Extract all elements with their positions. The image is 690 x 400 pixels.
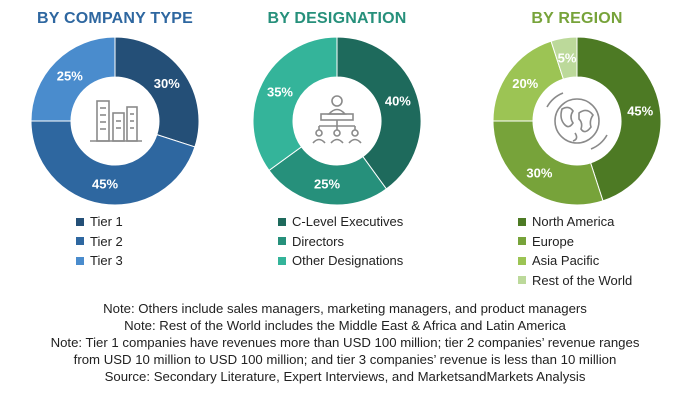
data-label: 25% — [314, 177, 340, 192]
legend-label: Asia Pacific — [532, 253, 600, 269]
legend-item: Tier 3 — [76, 251, 123, 271]
source-line: Source: Secondary Literature, Expert Int… — [104, 369, 586, 384]
org-chart-icon — [312, 95, 362, 144]
donut-slice-c-level-executives — [336, 36, 422, 190]
legend-label: Other Designations — [292, 253, 404, 269]
data-label: 30% — [526, 165, 552, 180]
legend-swatch — [278, 256, 286, 265]
legend-swatch — [518, 237, 526, 246]
donut-slice-rest-of-the-world — [550, 36, 578, 80]
region-donut: 45% 30% 20% 5% — [492, 36, 662, 206]
legend-swatch — [76, 217, 84, 226]
legend-label: C-Level Executives — [292, 214, 404, 230]
chart-title: BY DESIGNATION — [267, 10, 407, 27]
legend: North America Europe Asia Pacific Rest of t… — [518, 212, 632, 290]
note-line: Note: Rest of the World includes the Mid… — [124, 318, 566, 333]
legend-item: North America — [518, 212, 632, 232]
legend-item: Asia Pacific — [518, 251, 632, 271]
legend-swatch — [518, 256, 526, 265]
note-line: Note: Others include sales managers, mar… — [103, 301, 587, 316]
data-label: 35% — [267, 84, 293, 99]
buildings-icon — [90, 100, 142, 142]
legend-label: Tier 2 — [90, 233, 123, 249]
legend-label: North America — [532, 214, 615, 230]
company-type-panel: BY COMPANY TYPE 30% 45% 25% Tier 1 Tier 2 Ti… — [0, 0, 230, 290]
legend-item: Directors — [278, 232, 403, 252]
donut-slice-directors — [268, 146, 388, 206]
data-label: 30% — [154, 76, 180, 91]
legend-swatch — [518, 217, 526, 226]
legend: C-Level Executives Directors Other Designa… — [278, 212, 403, 271]
notes: Note: Others include sales managers, mar… — [0, 300, 690, 385]
data-label: 20% — [512, 76, 538, 91]
legend-label: Rest of the World — [532, 272, 633, 288]
legend-item: Rest of the World — [518, 271, 632, 291]
donut-slice-north-america — [576, 36, 662, 202]
note-line: from USD 10 million to USD 100 million; … — [73, 352, 617, 367]
data-label: 25% — [57, 68, 83, 83]
legend-swatch — [76, 237, 84, 246]
legend-label: Directors — [292, 233, 345, 249]
legend-swatch — [278, 237, 286, 246]
donut-slice-other-designations — [252, 36, 338, 172]
legend-item: Other Designations — [278, 251, 403, 271]
legend-swatch — [518, 276, 526, 285]
legend-item: Tier 2 — [76, 232, 123, 252]
data-label: 5% — [558, 50, 577, 65]
donut-slice-tier-3 — [30, 36, 116, 122]
legend-label: Tier 3 — [90, 253, 123, 269]
chart-title: BY COMPANY TYPE — [37, 10, 193, 27]
legend-swatch — [76, 256, 84, 265]
region-panel: BY REGION 45% 30% 20% 5% North America Europ… — [462, 0, 690, 290]
globe-icon — [546, 92, 608, 150]
legend-item: Europe — [518, 232, 632, 252]
company-type-donut: 30% 45% 25% — [30, 36, 200, 206]
legend-label: Tier 1 — [90, 214, 123, 230]
chart-title: BY REGION — [531, 10, 623, 27]
legend-item: Tier 1 — [76, 212, 123, 232]
note-line: Note: Tier 1 companies have revenues mor… — [50, 335, 640, 350]
donut-slice-tier-1 — [114, 36, 200, 148]
data-label: 40% — [385, 94, 411, 109]
legend-item: C-Level Executives — [278, 212, 403, 232]
data-label: 45% — [92, 177, 118, 192]
data-label: 45% — [627, 103, 653, 118]
designation-donut: 40% 25% 35% — [252, 36, 422, 206]
designation-panel: BY DESIGNATION 40% 25% 35% C-Level Executi… — [222, 0, 452, 290]
legend-swatch — [278, 217, 286, 226]
legend-label: Europe — [532, 233, 574, 249]
donut-slice-europe — [492, 120, 604, 206]
donut-slice-tier-2 — [30, 120, 196, 206]
legend: Tier 1 Tier 2 Tier 3 — [76, 212, 123, 271]
